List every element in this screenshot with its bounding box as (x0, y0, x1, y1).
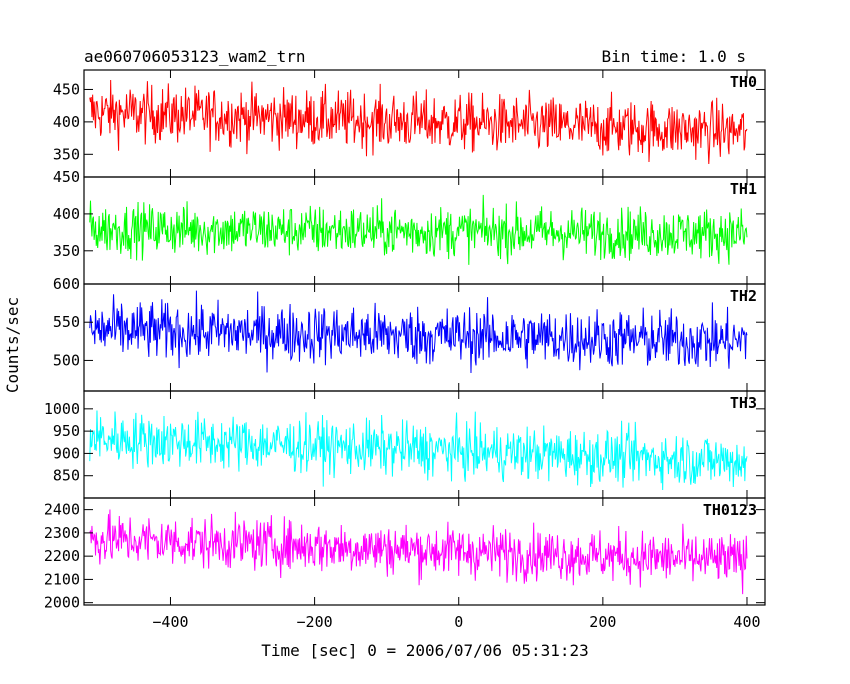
y-tick-label-th2-600: 600 (53, 275, 80, 293)
y-tick-label-th1-350: 350 (53, 242, 80, 260)
panel-th2: 500 550 600 TH2 (53, 275, 766, 392)
chart-title-left: ae060706053123_wam2_trn (84, 47, 306, 66)
panel-th0123: 2000 2100 2200 2300 2400 TH0123 (44, 497, 766, 612)
y-tick-label-th0123-2400: 2400 (44, 501, 80, 519)
series-line-th3 (89, 410, 748, 490)
y-tick-label-th2-550: 550 (53, 313, 80, 331)
panel-th1: 350 400 450 TH1 (53, 168, 766, 285)
y-tick-label-th1-450: 450 (53, 168, 80, 186)
y-tick-label-th0123-2300: 2300 (44, 524, 80, 542)
x-tick-label-200: 200 (589, 613, 616, 631)
y-tick-label-th0123-2200: 2200 (44, 547, 80, 565)
y-tick-label-th2-500: 500 (53, 351, 80, 369)
panel-label-th2: TH2 (730, 287, 757, 305)
panel-label-th0: TH0 (730, 73, 757, 91)
y-tick-label-th3-1000: 1000 (44, 400, 80, 418)
x-tick-label--400: −400 (152, 613, 188, 631)
y-tick-label-th0123-2100: 2100 (44, 570, 80, 588)
panel-frame-th0123 (83, 497, 766, 606)
y-tick-label-th3-850: 850 (53, 467, 80, 485)
series-line-th1 (89, 194, 748, 265)
panel-label-th1: TH1 (730, 180, 757, 198)
panels-group: 350 400 450 TH0 350 400 450 TH1 500 550 600 TH2 850 9… (44, 69, 766, 631)
x-axis-label: Time [sec] 0 = 2006/07/06 05:31:23 (261, 641, 589, 660)
chart-title-right: Bin time: 1.0 s (602, 47, 747, 66)
y-tick-label-th0-400: 400 (53, 113, 80, 131)
y-tick-label-th3-900: 900 (53, 444, 80, 462)
y-tick-label-th0-450: 450 (53, 80, 80, 98)
panel-label-th0123: TH0123 (703, 501, 757, 519)
series-line-th0 (89, 79, 748, 164)
y-tick-label-th0123-2000: 2000 (44, 594, 80, 612)
x-tick-label-0: 0 (454, 613, 463, 631)
x-tick-label-400: 400 (733, 613, 760, 631)
panel-label-th3: TH3 (730, 394, 757, 412)
y-axis-label: Counts/sec (3, 297, 22, 393)
series-line-th0123 (89, 509, 748, 595)
panel-th0: 350 400 450 TH0 (53, 69, 766, 178)
y-tick-label-th0-350: 350 (53, 145, 80, 163)
y-tick-label-th1-400: 400 (53, 205, 80, 223)
y-tick-label-th3-950: 950 (53, 422, 80, 440)
panel-th3: 850 900 950 1000 TH3 (44, 390, 766, 499)
series-line-th2 (89, 290, 748, 374)
x-tick-label--200: −200 (297, 613, 333, 631)
